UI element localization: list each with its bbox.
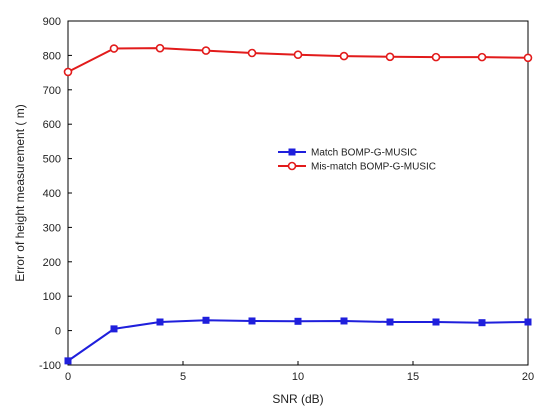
data-point bbox=[294, 317, 302, 325]
data-point bbox=[201, 46, 211, 55]
data-point bbox=[432, 318, 440, 326]
data-point bbox=[385, 52, 395, 62]
data-point bbox=[478, 319, 486, 327]
legend-swatch-marker bbox=[288, 148, 296, 156]
x-tick-label: 0 bbox=[65, 371, 71, 383]
legend-label: Match BOMP-G-MUSIC bbox=[311, 148, 417, 159]
legend-item: Mis-match BOMP-G-MUSIC bbox=[278, 162, 436, 173]
data-point bbox=[110, 325, 118, 333]
data-point bbox=[63, 67, 73, 77]
data-point bbox=[339, 51, 349, 61]
series-layer bbox=[63, 43, 533, 365]
data-point bbox=[109, 44, 119, 53]
y-tick-label: 0 bbox=[55, 326, 61, 338]
y-tick-label: 800 bbox=[43, 50, 61, 62]
series-1 bbox=[63, 43, 533, 77]
y-tick-label: -100 bbox=[39, 360, 61, 372]
x-tick-label: 5 bbox=[180, 371, 186, 383]
data-point bbox=[524, 318, 532, 326]
y-tick-label: 700 bbox=[43, 85, 61, 97]
y-tick-label: 100 bbox=[43, 291, 61, 303]
y-tick-label: 200 bbox=[43, 257, 61, 269]
data-point bbox=[386, 318, 394, 326]
data-point bbox=[156, 318, 164, 326]
x-tick-label: 20 bbox=[522, 371, 534, 383]
y-tick-label: 400 bbox=[43, 188, 61, 200]
data-point bbox=[247, 48, 257, 58]
y-axis-label: Error of height measurement ( m) bbox=[13, 104, 27, 281]
data-point bbox=[155, 43, 165, 53]
data-point bbox=[202, 316, 210, 324]
data-point bbox=[340, 317, 348, 325]
legend-item: Match BOMP-G-MUSIC bbox=[278, 148, 417, 159]
plot-area bbox=[67, 20, 529, 366]
data-point bbox=[64, 357, 72, 365]
y-tick-label: 300 bbox=[43, 222, 61, 234]
x-axis-label: SNR (dB) bbox=[272, 392, 323, 406]
legend: Match BOMP-G-MUSIC Mis-match BOMP-G-MUSIC bbox=[278, 148, 436, 173]
data-point bbox=[293, 50, 303, 60]
y-axis: -100 0 100 200 300 400 500 600 700 800 900 bbox=[39, 16, 72, 372]
legend-label: Mis-match BOMP-G-MUSIC bbox=[311, 162, 436, 173]
y-tick-label: 500 bbox=[43, 154, 61, 166]
x-tick-label: 15 bbox=[407, 371, 419, 383]
data-point bbox=[477, 52, 487, 62]
data-point bbox=[523, 53, 533, 63]
data-point bbox=[248, 317, 256, 325]
x-axis: 0 5 10 15 20 bbox=[65, 361, 534, 383]
legend-swatch-marker bbox=[287, 161, 297, 171]
data-point bbox=[431, 52, 441, 62]
series-line bbox=[67, 319, 529, 362]
y-tick-label: 900 bbox=[43, 16, 61, 28]
x-tick-label: 10 bbox=[292, 371, 304, 383]
series-0 bbox=[64, 316, 532, 365]
y-tick-label: 600 bbox=[43, 119, 61, 131]
